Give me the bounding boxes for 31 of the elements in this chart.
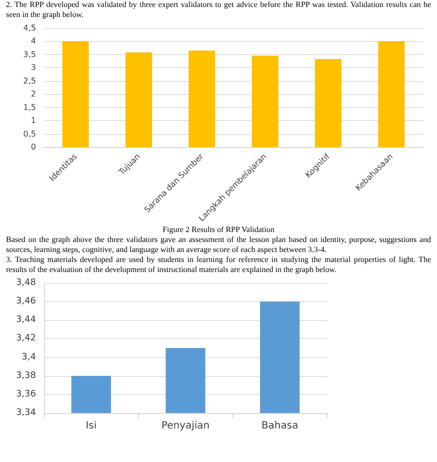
bar <box>188 50 216 148</box>
y-tick-label: 3,38 <box>16 370 36 381</box>
y-tick-label: 3 <box>30 63 36 72</box>
bar <box>378 41 405 148</box>
y-tick-label: 1,5 <box>23 102 36 112</box>
y-tick-label: 3,5 <box>23 50 36 59</box>
y-tick-label: 0,5 <box>23 129 36 138</box>
y-tick-label: 3,34 <box>16 408 36 418</box>
y-tick-label: 3,42 <box>16 334 36 344</box>
bar <box>252 56 278 148</box>
y-tick-label: 2 <box>30 90 36 99</box>
text: 2. The RPP developed was validated by three expert validators to get advice before the RPP was tested. Validation results can be seen in the graph below. <box>5 0 432 20</box>
y-tick-label: 3,36 <box>16 389 36 400</box>
x-tick-label: Bahasa <box>261 420 298 432</box>
y-tick-label: 1 <box>30 116 36 126</box>
y-tick-label: 3,4 <box>22 352 36 362</box>
y-tick-label: 3,44 <box>16 315 36 326</box>
bar <box>62 41 89 148</box>
y-tick-label: 3,48 <box>16 278 36 288</box>
y-tick-label: 4,5 <box>23 24 36 32</box>
y-tick-label: 0 <box>30 142 36 152</box>
bar <box>314 58 342 148</box>
bar <box>125 52 152 148</box>
text: Based on the graph above the three validators gave an assessment of the lesson plan based on identity, purpose, suggestions and sources, learning steps, cognitive, and language with an average score of each aspect between 3.3-4. <box>5 235 432 255</box>
y-tick-label: 4 <box>30 36 36 46</box>
y-tick-label: 3,46 <box>16 296 36 307</box>
text: 3. Teaching materials developed are used by students in learning for reference in studying the material properties of light. The results of the evaluation of the development of instructional materials are explained in the graph below. <box>5 255 432 275</box>
caption: Figure 2 Results of RPP Validation <box>162 225 276 235</box>
x-tick-label: Isi <box>86 420 97 432</box>
x-tick-label: Penyajian <box>161 420 210 432</box>
y-tick-label: 2,5 <box>23 76 36 86</box>
